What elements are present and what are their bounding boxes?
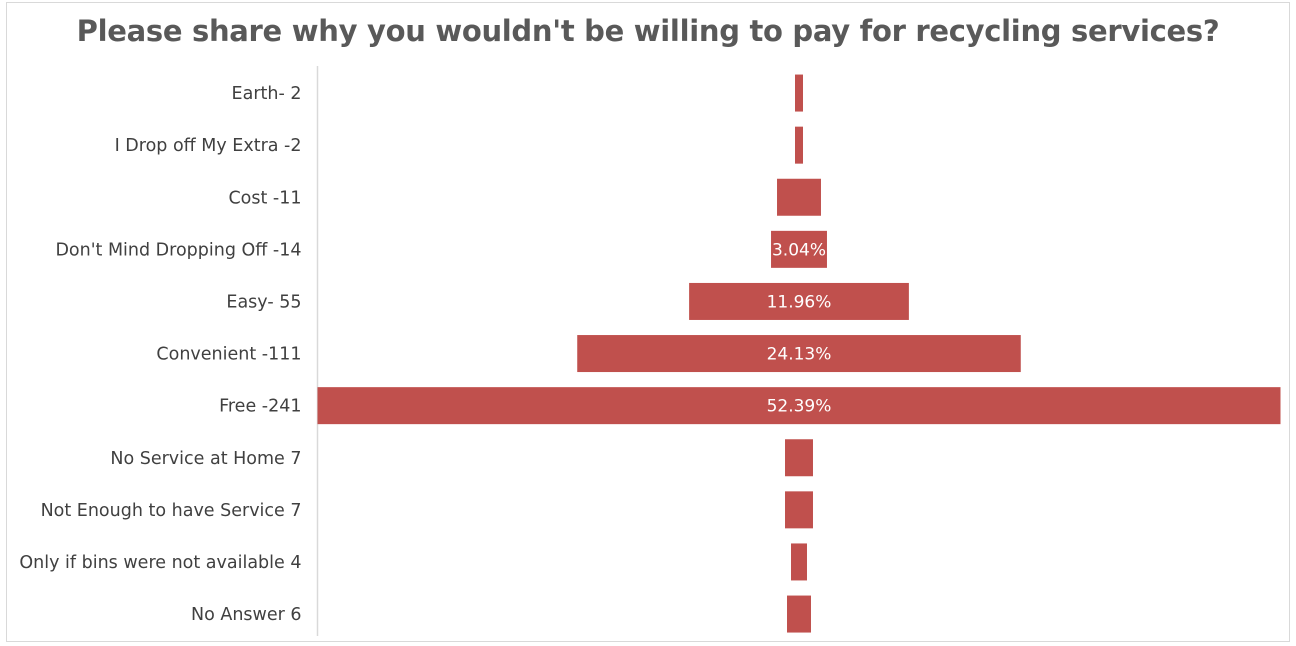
chart-frame [6, 2, 1290, 642]
chart-title: Please share why you wouldn't be willing… [76, 14, 1220, 48]
funnel-bar [795, 74, 803, 112]
category-label: Not Enough to have Service 7 [41, 501, 302, 521]
data-label: 3.04% [772, 240, 826, 260]
funnel-bar [785, 439, 813, 477]
funnel-bar [689, 282, 909, 320]
category-label: Don't Mind Dropping Off -14 [55, 240, 301, 260]
funnel-bar [791, 543, 807, 581]
data-label: 11.96% [767, 292, 832, 312]
funnel-bar [777, 178, 821, 216]
category-label: Convenient -111 [156, 345, 301, 365]
funnel-bar [787, 595, 811, 633]
funnel-bar [317, 387, 1281, 425]
category-label: Cost -11 [228, 188, 301, 208]
funnel-bar [577, 335, 1021, 373]
data-label: 24.13% [767, 345, 832, 365]
funnel-bar [785, 491, 813, 529]
category-label: Only if bins were not available 4 [19, 553, 301, 573]
funnel-bar [771, 230, 827, 268]
category-label: Free -241 [219, 397, 301, 417]
data-label: 52.39% [767, 397, 832, 417]
category-label: No Service at Home 7 [110, 449, 301, 469]
category-label: I Drop off My Extra -2 [115, 136, 302, 156]
category-label: Easy- 55 [226, 292, 301, 312]
category-label: No Answer 6 [191, 605, 302, 625]
category-label: Earth- 2 [232, 84, 302, 104]
funnel-bar [795, 126, 803, 164]
